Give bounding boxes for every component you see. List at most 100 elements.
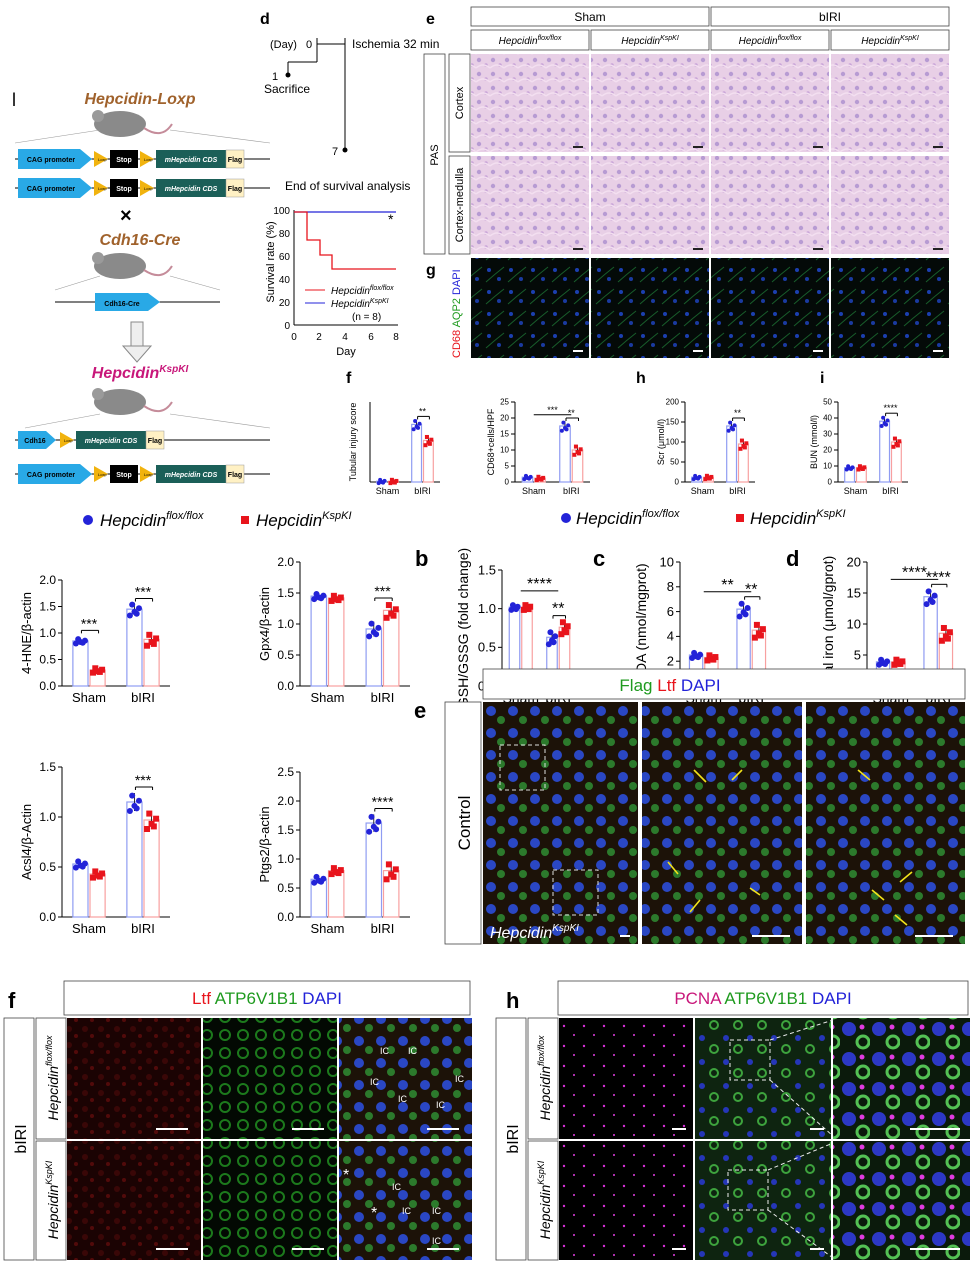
panel-f2-geno1: Hepcidinflox/flox — [44, 1035, 61, 1120]
svg-text:HepcidinKspKI: HepcidinKspKI — [92, 364, 189, 382]
loxp-label: Loxp — [64, 438, 73, 443]
data-point — [559, 619, 566, 626]
flag-label: Flag — [228, 157, 242, 164]
x-tick-label: Sham — [844, 486, 868, 496]
cds-label: mHepcidin CDS — [165, 157, 218, 164]
data-point — [90, 874, 97, 881]
data-point — [726, 428, 731, 433]
data-point — [129, 792, 136, 799]
if-image — [591, 258, 709, 358]
panel-f-ltf-atp: f Ltf ATP6V1B1 DAPI bIRI Hepcidinflox/fl… — [3, 980, 472, 1261]
pas-image-cortex — [831, 54, 949, 152]
x-tick-label: Sham — [691, 486, 715, 496]
data-point — [944, 635, 951, 642]
cag-promoter — [18, 149, 92, 169]
sig-label: **** — [372, 794, 394, 810]
panel-letter-d2: d — [786, 546, 799, 571]
data-point — [381, 480, 386, 485]
genetics-schematic: l Hepcidin-Loxp CAG promoter Loxp Stop Loxp… — [12, 90, 271, 484]
data-point — [423, 443, 428, 448]
data-point — [96, 873, 103, 880]
panel-h2-biri: bIRI — [505, 1124, 522, 1153]
genotype-header-box — [830, 29, 950, 51]
data-point — [695, 654, 702, 661]
genotype-header: Hepcidinflox/flox — [499, 35, 562, 47]
x-tick-label: Sham — [72, 921, 106, 936]
mouse-icon — [92, 110, 173, 137]
data-point — [90, 669, 97, 676]
y-tick-label: 1.0 — [39, 810, 56, 824]
data-point — [539, 477, 544, 482]
x-tick-label: bIRI — [131, 690, 155, 705]
genotype-header: HepcidinKspKI — [621, 35, 679, 47]
data-point — [707, 476, 712, 481]
y-tick-label: 1.5 — [39, 760, 56, 774]
y-tick-label: 0.0 — [39, 679, 56, 693]
loxp-label: Loxp — [98, 472, 107, 477]
data-point — [520, 606, 527, 613]
sig-label: ** — [419, 406, 427, 416]
data-point — [578, 447, 583, 452]
y-tick-label: 1.0 — [277, 617, 294, 631]
y-axis-label: Ptgs2/β-actin — [257, 806, 272, 882]
data-point — [882, 660, 889, 667]
data-point — [564, 427, 569, 432]
x-tick-label: Sham — [376, 486, 400, 496]
panel-letter-b: b — [415, 546, 428, 571]
data-point — [335, 597, 342, 604]
bar-sham-flox — [72, 863, 89, 918]
cdh16-promoter — [18, 431, 56, 449]
data-point — [895, 443, 900, 448]
data-point — [411, 427, 416, 432]
data-point — [390, 612, 397, 619]
x-tick-label: Sham — [311, 921, 345, 936]
bar-biri-flox — [726, 425, 738, 483]
pas-image-cortex-medulla — [591, 156, 709, 254]
data-point — [931, 592, 938, 599]
legend-mid: Hepcidinflox/flox HepcidinKspKI — [561, 508, 846, 528]
row-cortex-medulla: Cortex-medulla — [454, 167, 466, 242]
if-image — [711, 258, 829, 358]
data-point — [732, 423, 737, 428]
data-point — [146, 810, 153, 817]
data-point — [525, 606, 532, 613]
panel-h-pcna: h PCNA ATP6V1B1 DAPI bIRI Hepcidinflox/f… — [495, 980, 970, 1261]
data-point — [703, 477, 708, 482]
y-tick-label: 1.5 — [39, 600, 56, 614]
bar-biri-flox — [879, 420, 891, 483]
y-tick-label: 150 — [666, 418, 680, 427]
data-point — [75, 858, 82, 865]
svg-text:100: 100 — [273, 206, 290, 217]
data-point — [563, 629, 570, 636]
panel-h2-stains: PCNA ATP6V1B1 DAPI — [674, 989, 851, 1008]
data-point — [559, 428, 564, 433]
data-point — [940, 624, 947, 631]
data-point — [938, 637, 945, 644]
scale-bar — [573, 146, 583, 148]
sacrifice-label: Sacrifice — [264, 82, 310, 96]
data-point — [150, 823, 157, 830]
data-point — [856, 467, 861, 472]
legend-mid-flox: Hepcidinflox/flox — [576, 508, 680, 528]
mouse-icon — [92, 252, 173, 279]
data-point — [330, 592, 337, 599]
data-point — [881, 415, 886, 420]
series-line-flox — [294, 211, 396, 270]
data-point — [385, 861, 392, 868]
svg-text:2: 2 — [316, 332, 322, 343]
survival-ylabel: Survival rate (%) — [265, 221, 277, 302]
y-tick-label: 10 — [660, 554, 674, 569]
data-point — [857, 464, 862, 469]
y-tick-label: 0.5 — [277, 648, 294, 662]
svg-text:20: 20 — [279, 298, 291, 309]
mouse-icon — [92, 388, 173, 415]
panel-letter-g: g — [426, 262, 436, 279]
cdh16-cre-block: Cdh16-Cre — [95, 293, 160, 311]
panel-h2-img-zoom-2 — [833, 1141, 970, 1260]
y-tick-label: 0 — [505, 478, 510, 487]
survival-n: (n = 8) — [352, 312, 381, 323]
panel-h2-img-merge-2 — [695, 1141, 831, 1260]
panel-h2-geno2: HepcidinKspKI — [536, 1160, 553, 1239]
panel-letter-i: i — [820, 370, 824, 387]
y-tick-label: 1.5 — [277, 823, 294, 837]
